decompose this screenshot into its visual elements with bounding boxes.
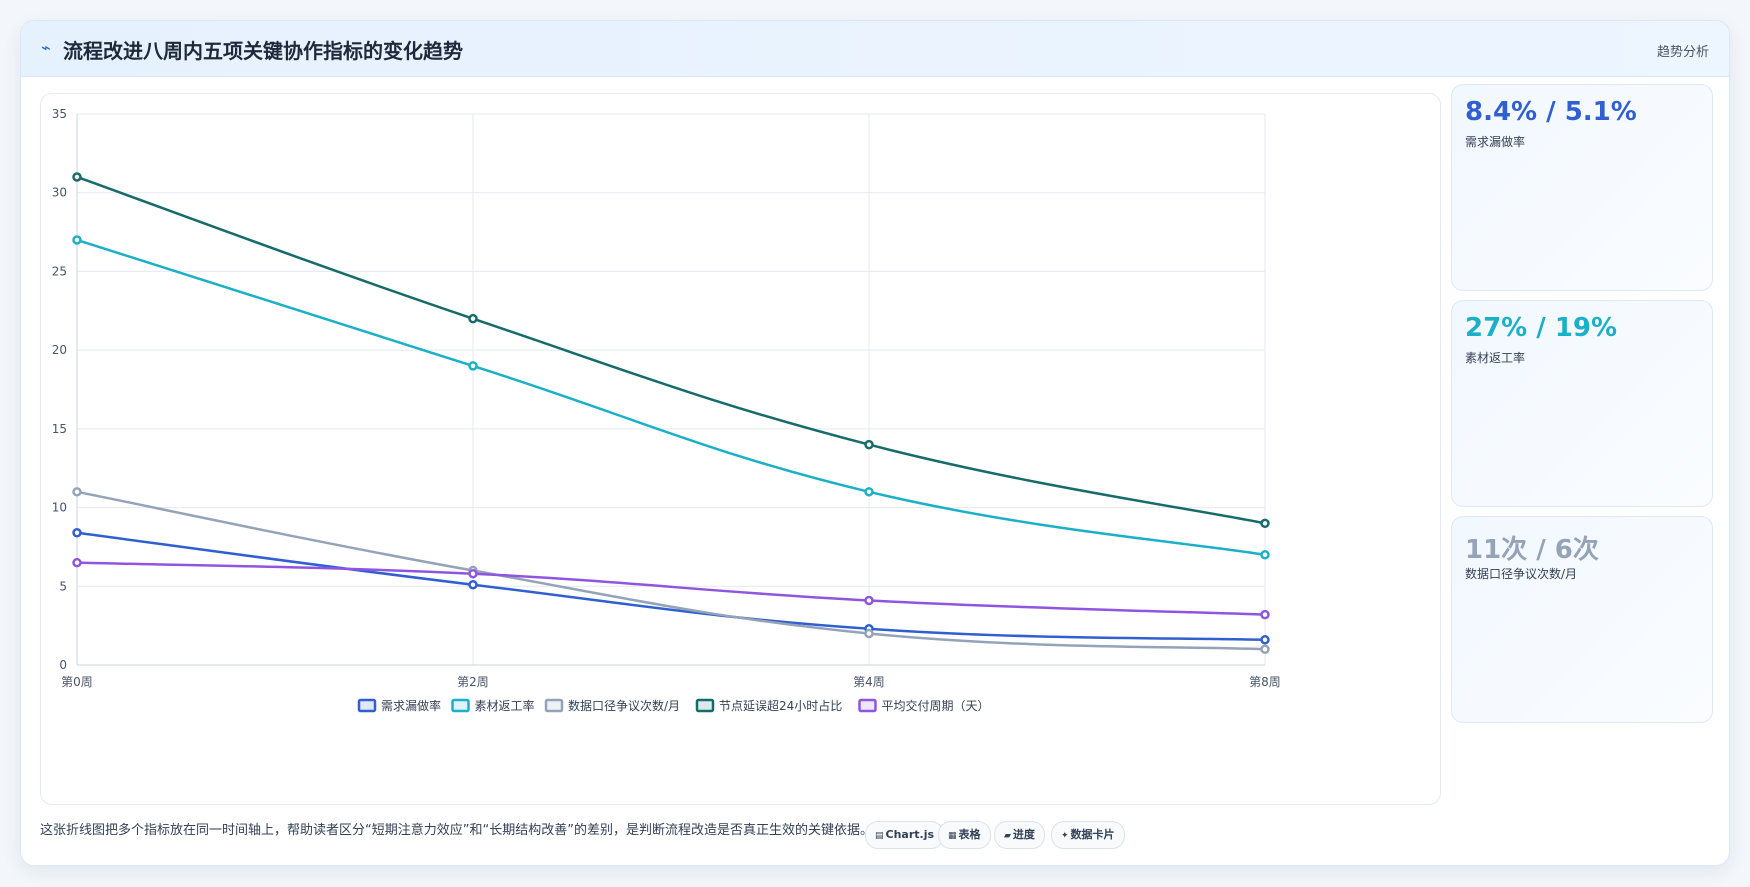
series-line-4 xyxy=(76,175,1266,525)
stat-card-2: 27% / 19% 素材返工率 xyxy=(1451,300,1713,507)
data-point-s5 xyxy=(72,557,82,568)
series-line-1 xyxy=(76,531,1266,642)
data-point-s2 xyxy=(1260,550,1270,560)
stat-label: 需求漏做率 xyxy=(1465,135,1526,149)
legend-label-5: 平均交付周期（天） xyxy=(882,698,990,713)
y-tick-label: 15 xyxy=(52,422,67,436)
y-tick-label: 30 xyxy=(52,186,67,200)
page-title: 流程改进八周内五项关键协作指标的变化趋势 xyxy=(63,39,463,63)
legend-label-2: 素材返工率 xyxy=(475,698,535,713)
legend-label-1: 需求漏做率 xyxy=(381,698,441,713)
header-tag: 趋势分析 xyxy=(1656,45,1709,60)
stat-label: 数据口径争议次数/月 xyxy=(1465,567,1578,581)
data-point-s5 xyxy=(864,595,874,606)
chip-data-card[interactable]: ✦ 数据卡片 xyxy=(1051,821,1125,849)
legend-swatch-5 xyxy=(858,698,877,713)
chart-icon: ▤ xyxy=(875,831,884,841)
data-point-s2 xyxy=(72,235,82,245)
y-tick-label: 35 xyxy=(52,107,67,121)
stat-card-3: 11次 / 6次 数据口径争议次数/月 xyxy=(1451,516,1713,723)
table-icon: ▦ xyxy=(948,831,957,841)
y-tick-label: 0 xyxy=(59,658,67,672)
x-tick-label: 第0周 xyxy=(61,675,93,689)
chip-label: 数据卡片 xyxy=(1070,828,1115,841)
data-point-s2 xyxy=(864,487,874,497)
sparkle-icon: ✦ xyxy=(1061,831,1069,841)
y-tick-label: 10 xyxy=(52,501,67,515)
data-point-s5 xyxy=(1260,609,1270,620)
chip-label: Chart.js xyxy=(885,828,935,841)
legend-swatch-3 xyxy=(544,698,564,713)
stat-card-1: 8.4% / 5.1% 需求漏做率 xyxy=(1451,84,1713,291)
stat-label: 素材返工率 xyxy=(1465,351,1526,365)
chip-label: 表格 xyxy=(958,828,981,841)
trend-line-icon: ⌁ xyxy=(41,38,51,57)
data-point-s5 xyxy=(468,568,478,579)
chip-progress[interactable]: ▰ 进度 xyxy=(994,821,1045,849)
y-tick-label: 5 xyxy=(59,579,67,593)
data-point-s2 xyxy=(468,361,478,371)
chip-label: 进度 xyxy=(1012,828,1035,841)
progress-icon: ▰ xyxy=(1004,831,1011,841)
y-tick-label: 20 xyxy=(52,343,67,357)
card-header: ⌁ 流程改进八周内五项关键协作指标的变化趋势 趋势分析 xyxy=(21,21,1729,77)
legend-swatch-1 xyxy=(357,698,377,713)
legend-swatch-4 xyxy=(695,698,715,713)
series-line-2 xyxy=(76,238,1266,557)
series-line-5 xyxy=(76,561,1266,616)
chip-chartjs[interactable]: ▤ Chart.js xyxy=(865,821,945,849)
data-point-s1 xyxy=(1260,635,1270,645)
legend-swatch-2 xyxy=(451,698,470,713)
stat-value: 8.4% / 5.1% xyxy=(1465,97,1637,127)
chip-table[interactable]: ▦ 表格 xyxy=(938,821,991,849)
dashboard-card: ⌁ 流程改进八周内五项关键协作指标的变化趋势 趋势分析 0 5 10 15 20 25 30… xyxy=(20,20,1730,866)
data-point-s3 xyxy=(1260,644,1270,655)
legend-label-4: 节点延误超24小时占比 xyxy=(719,698,842,713)
data-point-s4 xyxy=(468,313,478,324)
y-tick-label: 25 xyxy=(52,264,67,278)
data-point-s3 xyxy=(72,487,82,497)
stat-value: 27% / 19% xyxy=(1465,313,1618,343)
x-tick-label: 第4周 xyxy=(853,675,885,689)
data-point-s4 xyxy=(864,439,874,450)
series-line-3 xyxy=(76,490,1266,651)
stat-value: 11次 / 6次 xyxy=(1465,535,1599,565)
x-tick-label: 第8周 xyxy=(1249,675,1281,689)
data-point-s3 xyxy=(864,628,874,639)
legend-label-3: 数据口径争议次数/月 xyxy=(568,698,680,713)
data-point-s4 xyxy=(1260,518,1270,529)
data-point-s4 xyxy=(72,172,82,182)
data-point-s1 xyxy=(72,528,82,538)
chart-footnote: 这张折线图把多个指标放在同一时间轴上，帮助读者区分“短期注意力效应”和“长期结构… xyxy=(40,823,873,838)
data-point-s1 xyxy=(468,579,478,590)
x-tick-label: 第2周 xyxy=(457,675,489,689)
chart-panel: 0 5 10 15 20 25 30 35 第0周 第2周 第4周 第8周需求漏做率 素材返工率 数据口径… xyxy=(40,93,1441,805)
